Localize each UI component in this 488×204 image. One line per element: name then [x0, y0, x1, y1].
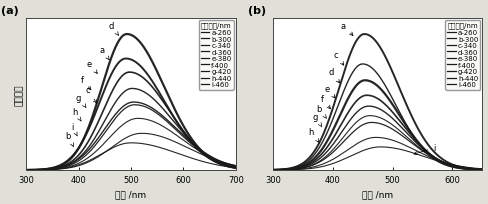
Text: f: f	[81, 76, 91, 90]
Legend: a-260, b-300, c-340, d-360, e-380, f-400, g-420, h-440, i-460: a-260, b-300, c-340, d-360, e-380, f-400…	[199, 21, 234, 90]
Legend: a-260, b-300, c-340, d-360, e-380, f-400, g-420, h-440, i-460: a-260, b-300, c-340, d-360, e-380, f-400…	[446, 21, 480, 90]
X-axis label: 波长 /nm: 波长 /nm	[362, 190, 393, 198]
Text: g: g	[76, 94, 86, 108]
Text: b: b	[65, 131, 73, 147]
Text: i: i	[414, 144, 436, 155]
Text: (a): (a)	[1, 6, 19, 16]
Text: e: e	[324, 84, 335, 99]
Text: (b): (b)	[247, 6, 266, 16]
Text: a: a	[100, 46, 109, 60]
Text: d: d	[329, 68, 340, 83]
Text: g: g	[312, 113, 322, 127]
Text: d: d	[108, 22, 119, 36]
Text: i: i	[71, 122, 77, 136]
Text: a: a	[341, 22, 353, 36]
Text: b: b	[316, 104, 326, 119]
Text: h: h	[72, 107, 81, 121]
Text: h: h	[308, 128, 319, 143]
Text: e: e	[86, 60, 97, 74]
Text: c: c	[86, 85, 97, 104]
Text: c: c	[333, 50, 344, 66]
X-axis label: 波长 /nm: 波长 /nm	[116, 190, 146, 198]
Text: f: f	[321, 95, 330, 109]
Y-axis label: 荆光强度: 荆光强度	[15, 84, 23, 105]
